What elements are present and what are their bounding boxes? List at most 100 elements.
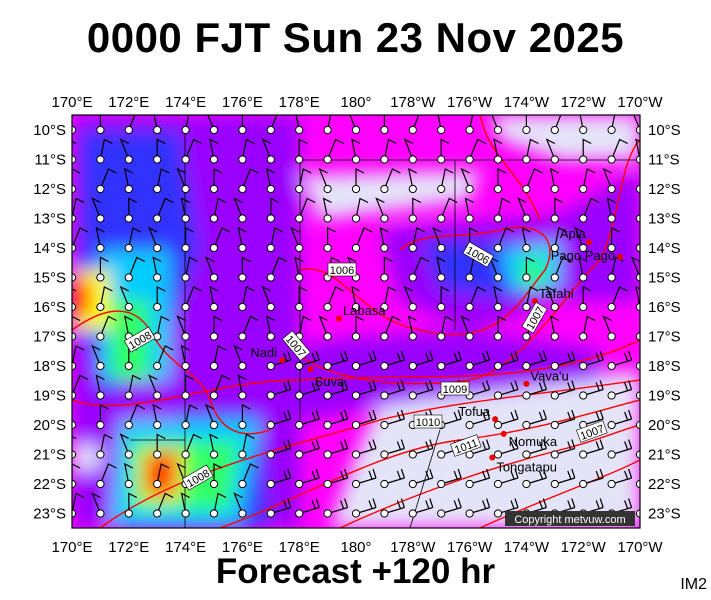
- wind-barb-station: [579, 380, 604, 400]
- wind-barb-station: [295, 498, 320, 518]
- wind-barb-station: [380, 350, 405, 371]
- wind-barb-station: [181, 374, 194, 400]
- place-label: Tofua: [458, 404, 491, 419]
- wind-barb-station: [380, 256, 393, 282]
- wind-barb-station: [607, 115, 616, 135]
- wind-barb-station: [123, 167, 134, 194]
- longitude-label-top: 170°W: [617, 94, 663, 111]
- isobar-line: [72, 339, 640, 407]
- wind-barb-station: [124, 197, 138, 223]
- wind-barb-station: [323, 498, 349, 518]
- forecast-hour-label: Forecast +120 hr: [215, 552, 496, 591]
- wind-barb-station: [380, 286, 397, 312]
- wind-barb-station: [124, 256, 146, 282]
- isobar-label: 1006: [327, 262, 357, 277]
- wind-barb-station: [408, 197, 422, 223]
- longitude-label-bottom: 176°E: [222, 539, 263, 556]
- wind-barb-station: [181, 286, 202, 312]
- wind-barb-station: [209, 138, 219, 164]
- place-marker: [307, 365, 314, 372]
- wind-barb-station: [351, 439, 377, 459]
- latitude-label-left: 22°S: [33, 476, 66, 493]
- wind-barb-station: [233, 197, 247, 223]
- wind-barb-station: [635, 214, 640, 223]
- wind-barb-station: [323, 409, 349, 430]
- wind-barb-station: [465, 115, 474, 135]
- place-marker: [585, 239, 592, 246]
- wind-barb-station: [437, 138, 450, 164]
- wind-barb-station: [574, 226, 588, 253]
- wind-barb-station: [96, 138, 113, 164]
- wind-barb-station: [635, 420, 640, 430]
- place-label: Tongatapu: [496, 459, 557, 474]
- wind-barb-station: [465, 350, 491, 371]
- wind-barb-station: [407, 315, 418, 341]
- wind-barb-station: [119, 138, 133, 164]
- wind-barb-station: [607, 380, 633, 400]
- wind-barb-station: [323, 286, 344, 312]
- wind-barb-station: [460, 315, 474, 341]
- wind-barb-station: [295, 197, 316, 223]
- wind-barb-station: [522, 439, 547, 459]
- wind-barb-station: [550, 227, 568, 253]
- wind-barb-station: [493, 409, 519, 430]
- wind-barb-station: [295, 380, 320, 400]
- wind-barb-station: [380, 115, 389, 135]
- wind-barb-station: [238, 433, 255, 459]
- wind-barb-station: [266, 468, 292, 489]
- longitude-label-bottom: 176°W: [447, 539, 493, 556]
- longitude-label-bottom: 178°E: [279, 539, 320, 556]
- wind-barb-station: [578, 256, 588, 282]
- wind-barb-station: [407, 167, 418, 194]
- latitude-label-left: 23°S: [33, 506, 66, 523]
- wind-barb-station: [265, 315, 276, 341]
- wind-barb-station: [181, 115, 190, 135]
- wind-barb-station: [295, 409, 320, 430]
- wind-barb-station: [607, 468, 633, 489]
- wind-barb-station: [91, 492, 105, 518]
- longitude-label-bottom: 172°E: [108, 539, 149, 556]
- wind-barb-station: [96, 463, 117, 489]
- isobar-line: [339, 424, 640, 528]
- wind-barb-station: [517, 197, 531, 223]
- wind-barb-station: [233, 492, 247, 518]
- wind-barb-station: [294, 256, 304, 282]
- longitude-label-top: 174°E: [165, 94, 206, 111]
- isobar-label: 1010: [413, 414, 443, 429]
- wind-barb-station: [96, 256, 109, 282]
- wind-barb-station: [635, 450, 640, 459]
- wind-barb-station: [266, 227, 284, 253]
- place-label: Vava'u: [530, 369, 568, 384]
- wind-barb-station: [607, 350, 633, 371]
- latitude-label-left: 14°S: [33, 240, 66, 257]
- wind-barb-station: [123, 462, 134, 489]
- wind-barb-station: [522, 409, 547, 430]
- wind-barb-station: [493, 197, 511, 223]
- wind-barb-station: [491, 115, 503, 135]
- longitude-label-bottom: 174°W: [504, 539, 550, 556]
- wind-barb-station: [437, 168, 454, 194]
- wind-barb-station: [408, 468, 434, 489]
- wind-barb-station: [550, 380, 576, 400]
- isobar-line: [72, 310, 271, 435]
- place-marker: [279, 357, 286, 364]
- wind-barb-station: [579, 350, 604, 371]
- wind-barb-station: [437, 197, 458, 223]
- place-marker: [500, 430, 507, 437]
- wind-barb-station: [549, 167, 560, 194]
- wind-barb-station: [550, 409, 576, 430]
- wind-barb-station: [380, 168, 401, 194]
- wind-barb-station: [437, 315, 454, 341]
- wind-barb-station: [238, 463, 259, 489]
- wind-barb-station: [549, 315, 560, 341]
- latitude-label-right: 20°S: [648, 417, 681, 434]
- wind-barb-station: [266, 115, 278, 135]
- isobar-line: [284, 139, 640, 385]
- wind-barb-station: [209, 433, 219, 459]
- place-marker: [523, 380, 530, 387]
- longitude-label-top: 172°W: [561, 94, 607, 111]
- wind-barb-station: [522, 115, 531, 135]
- wind-barb-station: [209, 168, 223, 194]
- wind-barb-station: [437, 350, 462, 371]
